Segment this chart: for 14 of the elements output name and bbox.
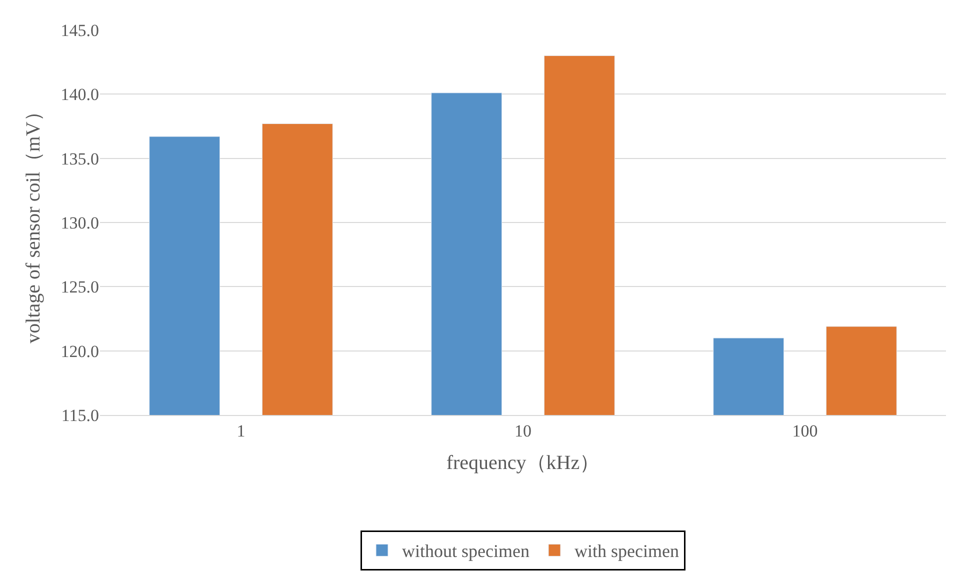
x-axis-title: frequency（kHz）	[446, 452, 600, 474]
y-tick-label: 130.0	[60, 213, 99, 232]
y-tick-label: 140.0	[60, 85, 99, 104]
x-tick-label: 10	[514, 421, 532, 440]
y-axis-title: voltage of sensor coil（mV）	[22, 102, 44, 344]
y-tick-label: 120.0	[60, 342, 99, 361]
legend-label: without specimen	[402, 541, 530, 562]
legend-label: with specimen	[574, 541, 679, 562]
y-tick-label: 125.0	[60, 278, 99, 297]
y-tick-label: 145.0	[60, 20, 99, 40]
y-tick-label: 135.0	[60, 149, 99, 168]
x-tick-label: 1	[236, 421, 246, 440]
x-tick-label: 100	[792, 421, 818, 440]
y-tick-label: 115.0	[61, 406, 99, 425]
